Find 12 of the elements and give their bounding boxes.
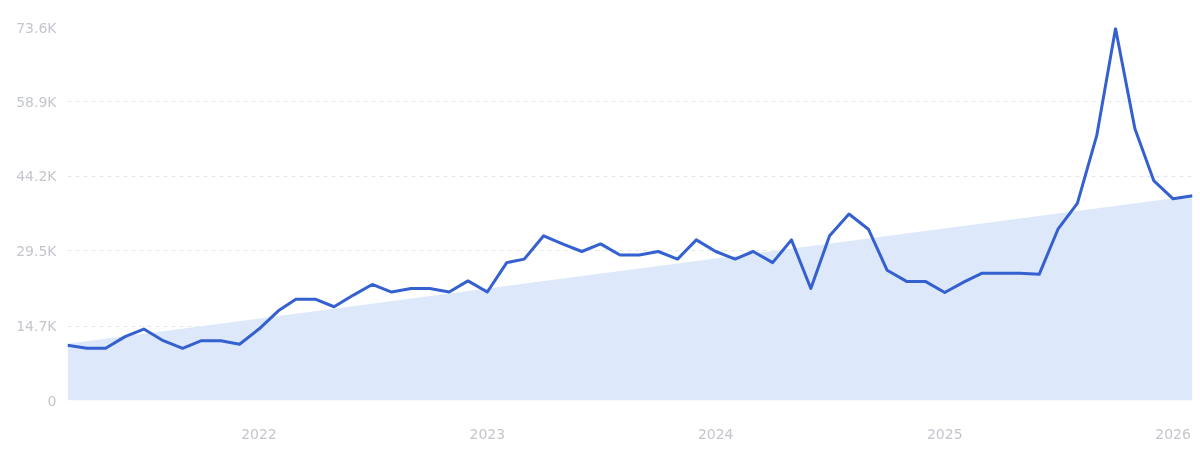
y-tick-label: 0 xyxy=(47,392,57,409)
y-tick-label: 44.2K xyxy=(16,168,58,185)
y-tick-label: 29.5K xyxy=(16,243,58,259)
x-tick-label: 2026 xyxy=(1155,425,1192,442)
x-tick-label: 2023 xyxy=(469,425,506,442)
x-tick-label: 2025 xyxy=(926,425,963,442)
line-series xyxy=(67,27,1193,350)
x-tick-label: 2024 xyxy=(697,425,734,442)
y-tick-label: 58.9K xyxy=(16,94,58,110)
y-tick-label: 73.6K xyxy=(16,19,58,36)
x-tick-label: 2022 xyxy=(241,425,277,442)
y-tick-label: 14.7K xyxy=(16,318,58,334)
